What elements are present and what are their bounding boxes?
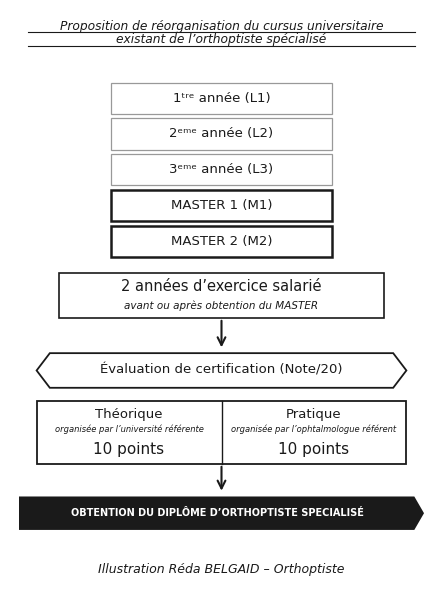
Text: existant de l’orthoptiste spécialisé: existant de l’orthoptiste spécialisé <box>117 33 326 46</box>
Polygon shape <box>37 353 406 388</box>
Text: organisée par l’ophtalmologue référent: organisée par l’ophtalmologue référent <box>231 424 396 434</box>
Text: MASTER 1 (M1): MASTER 1 (M1) <box>171 199 272 212</box>
Text: 10 points: 10 points <box>278 442 350 457</box>
FancyBboxPatch shape <box>112 83 331 113</box>
Text: organisée par l’université référente: organisée par l’université référente <box>54 424 203 434</box>
Text: Théorique: Théorique <box>95 408 163 421</box>
Text: Évaluation de certification (Note/20): Évaluation de certification (Note/20) <box>100 364 343 377</box>
FancyBboxPatch shape <box>112 190 331 221</box>
FancyBboxPatch shape <box>58 272 385 318</box>
Text: 1ᵗʳᵉ année (L1): 1ᵗʳᵉ année (L1) <box>173 92 270 104</box>
FancyBboxPatch shape <box>112 226 331 257</box>
Text: Proposition de réorganisation du cursus universitaire: Proposition de réorganisation du cursus … <box>60 20 383 33</box>
Text: Pratique: Pratique <box>286 408 342 421</box>
Text: Illustration Réda BELGAID – Orthoptiste: Illustration Réda BELGAID – Orthoptiste <box>98 563 345 577</box>
FancyBboxPatch shape <box>37 401 406 464</box>
FancyBboxPatch shape <box>112 154 331 185</box>
FancyBboxPatch shape <box>112 118 331 149</box>
Text: avant ou après obtention du MASTER: avant ou après obtention du MASTER <box>124 301 319 311</box>
Text: 2 années d’exercice salarié: 2 années d’exercice salarié <box>121 279 322 294</box>
Text: OBTENTION DU DIPLÔME D’ORTHOPTISTE SPECIALISÉ: OBTENTION DU DIPLÔME D’ORTHOPTISTE SPECI… <box>71 508 364 518</box>
Text: 10 points: 10 points <box>93 442 165 457</box>
Text: MASTER 2 (M2): MASTER 2 (M2) <box>171 235 272 248</box>
Polygon shape <box>19 496 424 530</box>
Text: 2ᵉᵐᵉ année (L2): 2ᵉᵐᵉ année (L2) <box>169 127 274 140</box>
Text: 3ᵉᵐᵉ année (L3): 3ᵉᵐᵉ année (L3) <box>169 163 274 176</box>
